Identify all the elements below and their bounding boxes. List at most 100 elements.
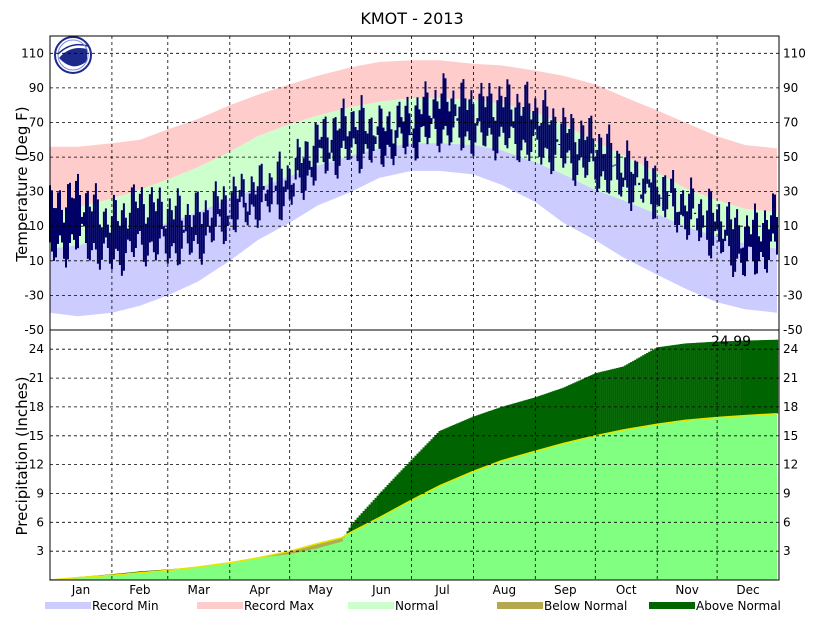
precip-tick-label: 12 (783, 458, 798, 472)
above-normal-bar (426, 443, 429, 492)
above-normal-bar (762, 340, 765, 415)
observed-temp-bar (754, 203, 756, 275)
observed-temp-bar (226, 215, 229, 227)
observed-temp-bar (626, 140, 629, 188)
above-normal-bar (706, 342, 709, 419)
above-normal-bar (534, 397, 537, 452)
precip-tick-label: 15 (29, 429, 44, 443)
above-normal-bar (722, 341, 725, 418)
observed-temp-bar (330, 139, 333, 153)
observed-temp-bar (432, 99, 435, 119)
observed-temp-bar (674, 188, 677, 225)
month-label: Jun (371, 583, 391, 597)
observed-temp-bar (406, 96, 409, 147)
above-normal-bar (358, 515, 361, 528)
observed-temp-bar (386, 116, 389, 145)
above-normal-bar (600, 371, 603, 435)
observed-temp-bar (340, 108, 343, 148)
observed-temp-bar (586, 136, 589, 176)
observed-temp-bar (500, 95, 503, 127)
above-normal-bar (544, 393, 547, 449)
observed-temp-bar (222, 186, 225, 245)
precipitation-frame (49, 329, 780, 581)
above-normal-bar (472, 416, 475, 472)
temp-tick-label: 10 (29, 254, 44, 268)
legend-label-above: Above Normal (696, 599, 781, 613)
above-normal-bar (744, 340, 747, 416)
observed-temp-bar (484, 107, 487, 147)
above-normal-bar (724, 341, 727, 417)
observed-temp-bar (148, 194, 151, 243)
observed-temp-bar (606, 133, 609, 193)
above-normal-bar (480, 413, 483, 469)
observed-temp-bar (73, 198, 75, 240)
above-normal-bar (346, 531, 349, 535)
above-normal-bar (468, 418, 471, 473)
observed-temp-bar (642, 178, 645, 203)
observed-temp-bar (688, 193, 691, 236)
above-normal-bar (650, 350, 653, 426)
observed-temp-bar (194, 192, 197, 235)
temp-tick-label: 50 (783, 150, 798, 164)
above-normal-bar (372, 500, 375, 521)
above-normal-bar (538, 395, 541, 450)
precip-tick-label: 24 (783, 342, 798, 356)
observed-temp-bar (506, 79, 509, 149)
observed-temp-bar (652, 168, 655, 220)
above-normal-bar (488, 411, 491, 466)
observed-temp-bar (512, 121, 515, 128)
observed-temp-bar (366, 133, 369, 149)
observed-temp-bar (242, 179, 245, 208)
below-normal-bar (318, 543, 321, 548)
observed-temp-bar (628, 150, 631, 204)
precip-tick-label: 18 (29, 400, 44, 414)
observed-temp-bar (554, 116, 557, 155)
observed-temp-bar (258, 165, 261, 221)
observed-temp-bar (744, 226, 746, 277)
observed-temp-bar (216, 196, 219, 215)
below-normal-bar (328, 540, 331, 545)
observed-temp-bar (650, 182, 653, 205)
observed-temp-bar (584, 140, 587, 178)
observed-temp-bar (418, 109, 421, 143)
observed-temp-bar (680, 194, 683, 215)
above-normal-bar (774, 339, 777, 414)
observed-temp-bar (764, 210, 766, 270)
observed-temp-bar (260, 163, 263, 203)
observed-temp-bar (612, 165, 615, 167)
above-normal-bar (470, 417, 473, 473)
month-label: Feb (129, 583, 150, 597)
below-normal-bar (326, 541, 329, 546)
above-normal-bar (622, 366, 625, 430)
observed-temp-bar (326, 137, 329, 171)
temp-tick-label: 90 (29, 81, 44, 95)
observed-temp-bar (482, 96, 485, 146)
observed-temp-bar (130, 187, 133, 253)
above-normal-bar (378, 493, 381, 518)
month-label: May (308, 583, 333, 597)
below-normal-bar (294, 549, 297, 553)
observed-temp-bar (724, 229, 727, 241)
temp-tick-label: 50 (29, 150, 44, 164)
observed-temp-bar (568, 129, 571, 151)
below-normal-bar (338, 538, 341, 543)
observed-temp-bar (774, 194, 776, 242)
observed-temp-bar (686, 211, 689, 240)
above-normal-bar (658, 347, 661, 424)
observed-temp-bar (352, 111, 355, 139)
observed-temp-bar (528, 103, 531, 161)
above-normal-bar (530, 398, 533, 453)
above-normal-bar (368, 504, 371, 523)
above-normal-bar (448, 426, 451, 482)
above-normal-bar (492, 409, 495, 464)
above-normal-bar (734, 340, 737, 417)
observed-temp-bar (322, 119, 325, 163)
observed-temp-bar (292, 183, 295, 197)
above-normal-bar (572, 383, 575, 442)
observed-temp-bar (462, 79, 465, 148)
above-normal-bar (712, 341, 715, 418)
above-normal-bar (398, 472, 401, 507)
below-normal-bar (308, 545, 311, 550)
observed-temp-bar (71, 197, 73, 235)
above-normal-bar (464, 419, 467, 475)
